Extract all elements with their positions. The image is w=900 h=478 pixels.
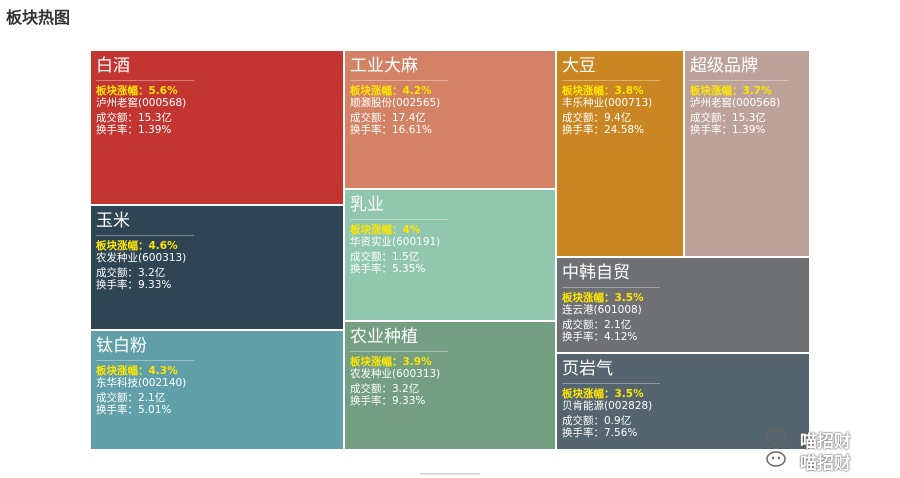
tile-name: 工业大麻 [350, 56, 418, 76]
sector-change: 板块涨幅：3.9% [350, 356, 432, 368]
turnover-rate: 换手率：5.35% [350, 263, 426, 275]
tile-industrial-hemp[interactable]: 工业大麻 板块涨幅：4.2% 顺灏股份(002565) 成交额：17.4亿 换手… [344, 50, 556, 189]
tile-dairy[interactable]: 乳业 板块涨幅：4% 华资实业(600191) 成交额：1.5亿 换手率：5.3… [344, 189, 556, 321]
tile-divider [562, 383, 660, 384]
tile-divider [96, 80, 194, 81]
trade-volume: 成交额：15.3亿 [690, 112, 766, 124]
tile-name: 页岩气 [562, 359, 613, 379]
trade-volume: 成交额：2.1亿 [96, 392, 166, 404]
wechat-watermark: 喵招财 喵招财 [760, 425, 880, 474]
watermark-text: 喵招财 [800, 454, 851, 474]
trade-volume: 成交额：17.4亿 [350, 112, 426, 124]
tile-name: 白酒 [96, 56, 130, 76]
sector-change: 板块涨幅：5.6% [96, 85, 178, 97]
leading-stock: 农发种业(600313) [96, 252, 187, 264]
trade-volume: 成交额：3.2亿 [350, 383, 420, 395]
page-title: 板块热图 [6, 8, 71, 27]
trade-volume: 成交额：1.5亿 [350, 251, 420, 263]
tile-name: 玉米 [96, 211, 130, 231]
trade-volume: 成交额：3.2亿 [96, 267, 166, 279]
leading-stock: 华资实业(600191) [350, 236, 441, 248]
sector-change: 板块涨幅：4% [350, 224, 421, 236]
leading-stock: 连云港(601008) [562, 304, 642, 316]
sector-change: 板块涨幅：4.2% [350, 85, 432, 97]
turnover-rate: 换手率：5.01% [96, 404, 172, 416]
tile-corn[interactable]: 玉米 板块涨幅：4.6% 农发种业(600313) 成交额：3.2亿 换手率：9… [90, 205, 344, 330]
tile-divider [350, 80, 448, 81]
tile-divider [562, 80, 660, 81]
turnover-rate: 换手率：9.33% [350, 395, 426, 407]
sector-change: 板块涨幅：4.6% [96, 240, 178, 252]
sector-change: 板块涨幅：3.8% [562, 85, 644, 97]
tile-divider [350, 219, 448, 220]
leading-stock: 顺灏股份(002565) [350, 97, 441, 109]
tile-agri-planting[interactable]: 农业种植 板块涨幅：3.9% 农发种业(600313) 成交额：3.2亿 换手率… [344, 321, 556, 450]
trade-volume: 成交额：15.3亿 [96, 112, 172, 124]
tile-name: 超级品牌 [690, 56, 758, 76]
turnover-rate: 换手率：24.58% [562, 124, 645, 136]
trade-volume: 成交额：0.9亿 [562, 415, 632, 427]
sector-change: 板块涨幅：4.3% [96, 365, 178, 377]
leading-stock: 泸州老窖(000568) [690, 97, 781, 109]
trade-volume: 成交额：2.1亿 [562, 319, 632, 331]
tile-divider [350, 351, 448, 352]
scroll-indicator [420, 473, 480, 475]
leading-stock: 丰乐种业(000713) [562, 97, 653, 109]
leading-stock: 贝肯能源(002828) [562, 400, 653, 412]
tile-super-brand[interactable]: 超级品牌 板块涨幅：3.7% 泸州老窖(000568) 成交额：15.3亿 换手… [684, 50, 810, 257]
tile-name: 钛白粉 [96, 336, 147, 356]
sector-change: 板块涨幅：3.5% [562, 388, 644, 400]
tile-shale-gas[interactable]: 页岩气 板块涨幅：3.5% 贝肯能源(002828) 成交额：0.9亿 换手率：… [556, 353, 810, 450]
tile-name: 农业种植 [350, 327, 418, 347]
leading-stock: 农发种业(600313) [350, 368, 441, 380]
leading-stock: 东华科技(002140) [96, 377, 187, 389]
turnover-rate: 换手率：4.12% [562, 331, 638, 343]
tile-divider [690, 80, 788, 81]
watermark-text: 喵招财 [800, 432, 851, 452]
tile-name: 中韩自贸 [562, 263, 630, 283]
sector-change: 板块涨幅：3.7% [690, 85, 772, 97]
tile-name: 大豆 [562, 56, 596, 76]
wechat-icon [766, 451, 786, 467]
tile-china-korea-ftz[interactable]: 中韩自贸 板块涨幅：3.5% 连云港(601008) 成交额：2.1亿 换手率：… [556, 257, 810, 353]
tile-name: 乳业 [350, 195, 384, 215]
turnover-rate: 换手率：16.61% [350, 124, 433, 136]
tile-titanium-dioxide[interactable]: 钛白粉 板块涨幅：4.3% 东华科技(002140) 成交额：2.1亿 换手率：… [90, 330, 344, 450]
wechat-icon [766, 429, 786, 445]
sector-treemap: 白酒 板块涨幅：5.6% 泸州老窖(000568) 成交额：15.3亿 换手率：… [90, 50, 810, 450]
tile-soybean[interactable]: 大豆 板块涨幅：3.8% 丰乐种业(000713) 成交额：9.4亿 换手率：2… [556, 50, 684, 257]
tile-divider [96, 360, 194, 361]
turnover-rate: 换手率：9.33% [96, 279, 172, 291]
tile-divider [96, 235, 194, 236]
turnover-rate: 换手率：1.39% [96, 124, 172, 136]
tile-baijiu[interactable]: 白酒 板块涨幅：5.6% 泸州老窖(000568) 成交额：15.3亿 换手率：… [90, 50, 344, 205]
turnover-rate: 换手率：7.56% [562, 427, 638, 439]
trade-volume: 成交额：9.4亿 [562, 112, 632, 124]
sector-change: 板块涨幅：3.5% [562, 292, 644, 304]
tile-divider [562, 287, 660, 288]
turnover-rate: 换手率：1.39% [690, 124, 766, 136]
leading-stock: 泸州老窖(000568) [96, 97, 187, 109]
